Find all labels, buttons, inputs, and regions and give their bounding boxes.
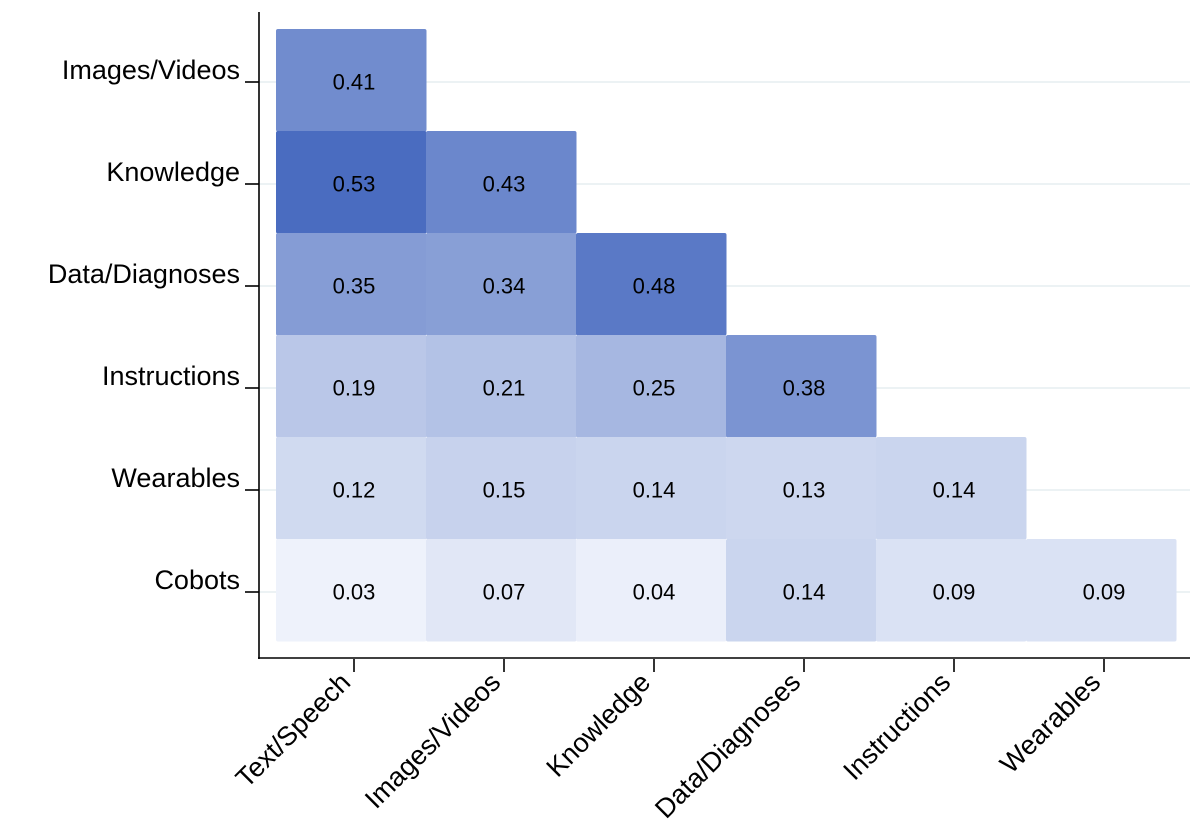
cell-value-label: 0.04: [633, 580, 676, 605]
cell-value-label: 0.25: [633, 376, 676, 401]
cell-value-label: 0.19: [333, 376, 376, 401]
cell-value-label: 0.13: [783, 478, 826, 503]
heatmap-cell: [276, 437, 427, 540]
heatmap-cell: [1026, 539, 1177, 642]
x-axis-ticks: Text/Speech Images/Videos KnowledgeData/Di…: [230, 659, 1106, 824]
cell-value-label: 0.12: [333, 478, 376, 503]
x-tick-label-instructions: Instructions: [837, 667, 956, 786]
heatmap-cell: [426, 131, 577, 234]
cell-value-label: 0.09: [1083, 580, 1126, 605]
cell-value-label: 0.34: [483, 274, 526, 299]
y-tick-label-data-diagnoses: Data/Diagnoses: [48, 259, 240, 289]
axes: [258, 12, 1190, 659]
cell-value-label: 0.14: [783, 580, 826, 605]
heatmap-cell: [726, 335, 877, 438]
y-axis-ticks: Images/Videos Knowledge Data/Diagnoses Inst…: [48, 55, 259, 595]
heatmap-cell: [576, 539, 727, 642]
cell-value-label: 0.14: [933, 478, 976, 503]
cell-value-label: 0.14: [633, 478, 676, 503]
heatmap-cells: 0.41 0.53 0.43 0.35 0.34 0.48 0.19 0.21 0.25 0.38…: [276, 29, 1177, 642]
heatmap-cell: [276, 29, 427, 132]
x-tick-label-text-speech: Text/Speech: [230, 667, 356, 793]
cell-value-label: 0.21: [483, 376, 526, 401]
y-tick-label-instructions: Instructions: [102, 361, 240, 391]
heatmap-cell: [426, 335, 577, 438]
cell-value-label: 0.09: [933, 580, 976, 605]
y-tick-label-knowledge: Knowledge: [106, 157, 240, 187]
heatmap-cell: [576, 233, 727, 336]
heatmap-cell: [426, 539, 577, 642]
heatmap-cell: [876, 539, 1027, 642]
heatmap-cell: [576, 335, 727, 438]
cell-value-label: 0.41: [333, 70, 376, 95]
cell-value-label: 0.07: [483, 580, 526, 605]
x-tick-label-knowledge: Knowledge: [541, 667, 657, 783]
cell-value-label: 0.53: [333, 172, 376, 197]
heatmap-cell: [276, 233, 427, 336]
heatmap-cell: [876, 437, 1027, 540]
heatmap-cell: [276, 335, 427, 438]
cell-value-label: 0.35: [333, 274, 376, 299]
heatmap-cell: [726, 437, 877, 540]
cell-value-label: 0.48: [633, 274, 676, 299]
heatmap-cell: [426, 233, 577, 336]
heatmap-cell: [276, 131, 427, 234]
x-tick-label-data-diagnoses: Data/Diagnoses: [649, 667, 806, 824]
cell-value-label: 0.43: [483, 172, 526, 197]
cell-value-label: 0.15: [483, 478, 526, 503]
x-tick-label-wearables: Wearables: [994, 667, 1106, 779]
heatmap-cell: [426, 437, 577, 540]
heatmap-cell: [276, 539, 427, 642]
cell-value-label: 0.03: [333, 580, 376, 605]
y-tick-label-wearables: Wearables: [111, 463, 240, 493]
y-tick-label-cobots: Cobots: [154, 565, 240, 595]
y-tick-label-images-videos: Images/Videos: [62, 55, 240, 85]
heatmap-cell: [576, 437, 727, 540]
x-tick-label-images-videos: Images/Videos: [359, 667, 506, 814]
heatmap-cell: [726, 539, 877, 642]
cell-value-label: 0.38: [783, 376, 826, 401]
